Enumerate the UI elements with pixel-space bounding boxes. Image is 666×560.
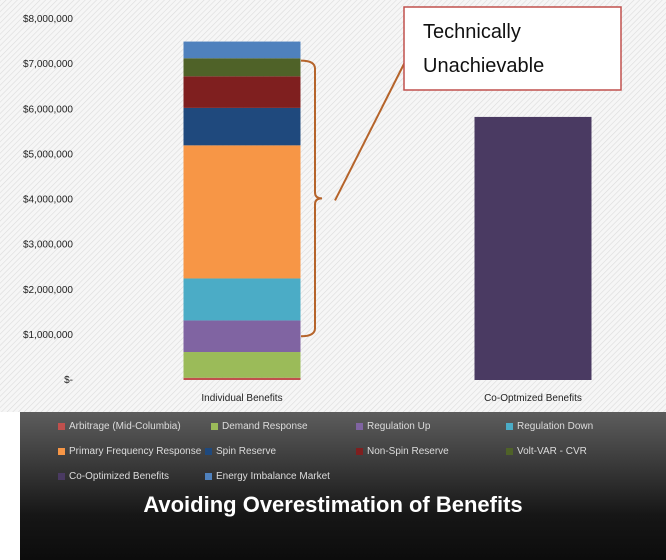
y-tick-label: $5,000,000 [23,149,73,160]
y-tick-label: $3,000,000 [23,240,73,251]
x-tick-label: Individual Benefits [201,393,282,404]
bar-segment [183,76,301,108]
bar-segment [183,58,301,77]
bar-segment [183,352,301,378]
x-tick-label: Co-Optmized Benefits [484,393,582,404]
legend-label: Non-Spin Reserve [367,446,449,457]
legend-label: Regulation Up [367,421,431,432]
bar-segment [474,116,592,380]
legend-item: Energy Imbalance Market [205,471,330,482]
legend-swatch [58,473,65,480]
legend-item: Regulation Up [356,421,430,432]
bar-segment [183,377,301,380]
legend-label: Co-Optimized Benefits [69,471,170,482]
legend-item: Co-Optimized Benefits [58,471,169,482]
legend-item: Primary Frequency Response [58,446,201,457]
callout-line-1: Technically [423,21,521,43]
y-tick-label: $- [64,375,73,386]
bar-segment [183,278,301,321]
bar-segment [183,41,301,59]
bar-segment [183,145,301,279]
callout-line-2: Unachievable [423,55,544,77]
legend-swatch [211,423,218,430]
legend-swatch [356,448,363,455]
legend-swatch [205,473,212,480]
legend-label: Primary Frequency Response [69,446,202,457]
legend-label: Demand Response [222,421,308,432]
legend: Arbitrage (Mid-Columbia) Demand Response R… [20,412,666,560]
legend-swatch [58,423,65,430]
legend-item: Demand Response [211,421,308,432]
legend-swatch [506,423,513,430]
y-tick-label: $7,000,000 [23,59,73,70]
y-tick-label: $2,000,000 [23,285,73,296]
legend-label: Spin Reserve [216,446,277,457]
legend-item: Arbitrage (Mid-Columbia) [58,421,181,432]
callout-box [403,6,622,91]
legend-item: Spin Reserve [205,446,276,457]
legend-item: Volt-VAR - CVR [506,446,587,457]
legend-label: Energy Imbalance Market [216,471,330,482]
slide-title: Avoiding Overestimation of Benefits [143,492,523,517]
legend-label: Volt-VAR - CVR [517,446,587,457]
bar-segment [183,320,301,353]
legend-item: Regulation Down [506,421,593,432]
y-tick-label: $1,000,000 [23,330,73,341]
legend-item: Non-Spin Reserve [356,446,449,457]
y-tick-label: $6,000,000 [23,104,73,115]
legend-label: Regulation Down [517,421,594,432]
legend-swatch [356,423,363,430]
legend-label: Arbitrage (Mid-Columbia) [69,421,181,432]
legend-swatch [506,448,513,455]
legend-swatch [58,448,65,455]
legend-swatch [205,448,212,455]
y-tick-label: $4,000,000 [23,195,73,206]
callout-pointer [334,53,410,201]
y-tick-label: $8,000,000 [23,14,73,25]
bar-segment [183,107,301,146]
overestimate-bracket [300,59,323,338]
